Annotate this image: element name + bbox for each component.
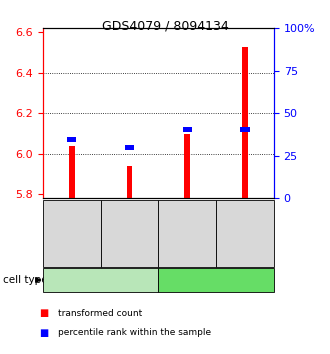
Text: transformed count: transformed count	[58, 309, 142, 318]
Bar	[184, 133, 190, 198]
Bar	[182, 127, 192, 132]
Text: cell type: cell type	[3, 275, 48, 285]
Text: GSM779421: GSM779421	[241, 208, 249, 259]
Bar	[125, 145, 134, 150]
Text: percentile rank within the sample: percentile rank within the sample	[58, 328, 211, 337]
Text: ■: ■	[40, 328, 49, 338]
Text: GDS4079 / 8094134: GDS4079 / 8094134	[102, 19, 228, 33]
Text: GSM779419: GSM779419	[183, 208, 192, 259]
Bar	[69, 145, 75, 198]
Bar	[240, 127, 249, 132]
Bar	[127, 166, 132, 198]
Text: Lipotransfer aspirate
CD34+ cells: Lipotransfer aspirate CD34+ cells	[60, 270, 141, 290]
Text: GSM779418: GSM779418	[67, 208, 76, 259]
Bar	[67, 137, 76, 142]
Bar	[242, 46, 248, 198]
Text: Leukapheresis CD34+
cells: Leukapheresis CD34+ cells	[174, 270, 258, 290]
Text: GSM779420: GSM779420	[125, 208, 134, 259]
Text: ■: ■	[40, 308, 49, 318]
